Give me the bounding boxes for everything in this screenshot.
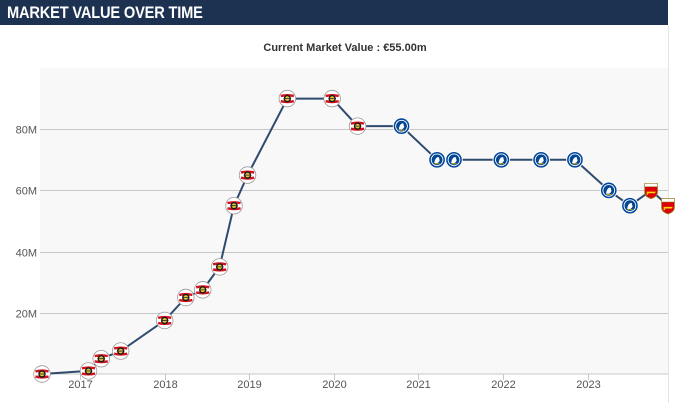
data-point-chelsea-13[interactable]	[392, 117, 411, 135]
arsenal-crest-icon	[661, 198, 675, 215]
data-point-chelsea-18[interactable]	[566, 151, 584, 169]
leverkusen-crest-icon	[238, 166, 257, 184]
data-point-leverkusen-12[interactable]	[348, 117, 367, 135]
x-tick-label-4: 2021	[406, 379, 430, 391]
data-point-leverkusen-0[interactable]	[33, 365, 51, 383]
plot-area	[40, 68, 668, 374]
y-tick-label-0: 20M	[16, 309, 37, 321]
chelsea-crest-icon	[566, 151, 584, 169]
data-point-leverkusen-6[interactable]	[193, 281, 212, 299]
leverkusen-crest-icon	[155, 311, 174, 330]
x-tick-label-5: 2022	[491, 379, 515, 391]
data-point-leverkusen-1[interactable]	[79, 362, 98, 380]
leverkusen-crest-icon	[177, 288, 195, 307]
x-tick-label-3: 2020	[322, 379, 346, 391]
data-point-chelsea-16[interactable]	[492, 151, 511, 169]
data-point-chelsea-20[interactable]	[621, 196, 639, 215]
leverkusen-crest-icon	[210, 258, 229, 276]
x-tick-label-1: 2018	[153, 379, 177, 391]
data-point-chelsea-14[interactable]	[428, 151, 446, 169]
chelsea-crest-icon	[599, 181, 618, 200]
x-axis-tick-marks	[80, 374, 589, 380]
leverkusen-crest-icon	[111, 342, 130, 360]
data-point-arsenal-21[interactable]	[644, 182, 658, 200]
leverkusen-crest-icon	[33, 365, 51, 383]
data-point-chelsea-19[interactable]	[599, 181, 618, 200]
x-tick-label-2: 2019	[237, 379, 261, 391]
x-tick-label-6: 2023	[576, 379, 600, 391]
chelsea-crest-icon	[445, 151, 463, 169]
leverkusen-crest-icon	[348, 117, 367, 135]
data-point-chelsea-15[interactable]	[445, 151, 463, 169]
y-tick-label-1: 40M	[16, 248, 37, 260]
data-point-leverkusen-5[interactable]	[177, 288, 195, 307]
y-tick-label-2: 60M	[16, 186, 37, 198]
leverkusen-crest-icon	[92, 349, 111, 368]
y-tick-label-3: 80M	[16, 125, 37, 137]
data-point-leverkusen-9[interactable]	[238, 166, 257, 184]
leverkusen-crest-icon	[323, 89, 341, 108]
y-axis-tick-labels: 20M 40M 60M 80M	[16, 125, 37, 321]
data-point-leverkusen-10[interactable]	[278, 89, 297, 108]
section-title: MARKET VALUE OVER TIME	[7, 3, 203, 22]
data-point-leverkusen-3[interactable]	[111, 342, 130, 360]
x-axis-tick-labels: 2017 2018 2019 2020 2021 2022 2023	[68, 379, 600, 391]
data-point-arsenal-22[interactable]	[661, 198, 675, 215]
data-point-leverkusen-4[interactable]	[155, 311, 174, 330]
leverkusen-crest-icon	[193, 281, 212, 299]
chelsea-crest-icon	[621, 196, 639, 215]
data-point-leverkusen-2[interactable]	[92, 349, 111, 368]
chelsea-crest-icon	[428, 151, 446, 169]
x-tick-label-0: 2017	[68, 379, 92, 391]
data-point-leverkusen-11[interactable]	[323, 89, 341, 108]
data-point-chelsea-17[interactable]	[532, 151, 550, 169]
arsenal-crest-icon	[644, 182, 658, 200]
chelsea-crest-icon	[532, 151, 550, 169]
chelsea-crest-icon	[392, 117, 411, 135]
chart-title: Current Market Value : €55.00m	[263, 42, 426, 54]
leverkusen-crest-icon	[79, 362, 98, 380]
chelsea-crest-icon	[492, 151, 511, 169]
section-header: MARKET VALUE OVER TIME	[0, 0, 668, 25]
data-point-leverkusen-7[interactable]	[210, 258, 229, 276]
leverkusen-crest-icon	[225, 196, 243, 215]
data-point-leverkusen-8[interactable]	[225, 196, 243, 215]
leverkusen-crest-icon	[278, 89, 297, 108]
